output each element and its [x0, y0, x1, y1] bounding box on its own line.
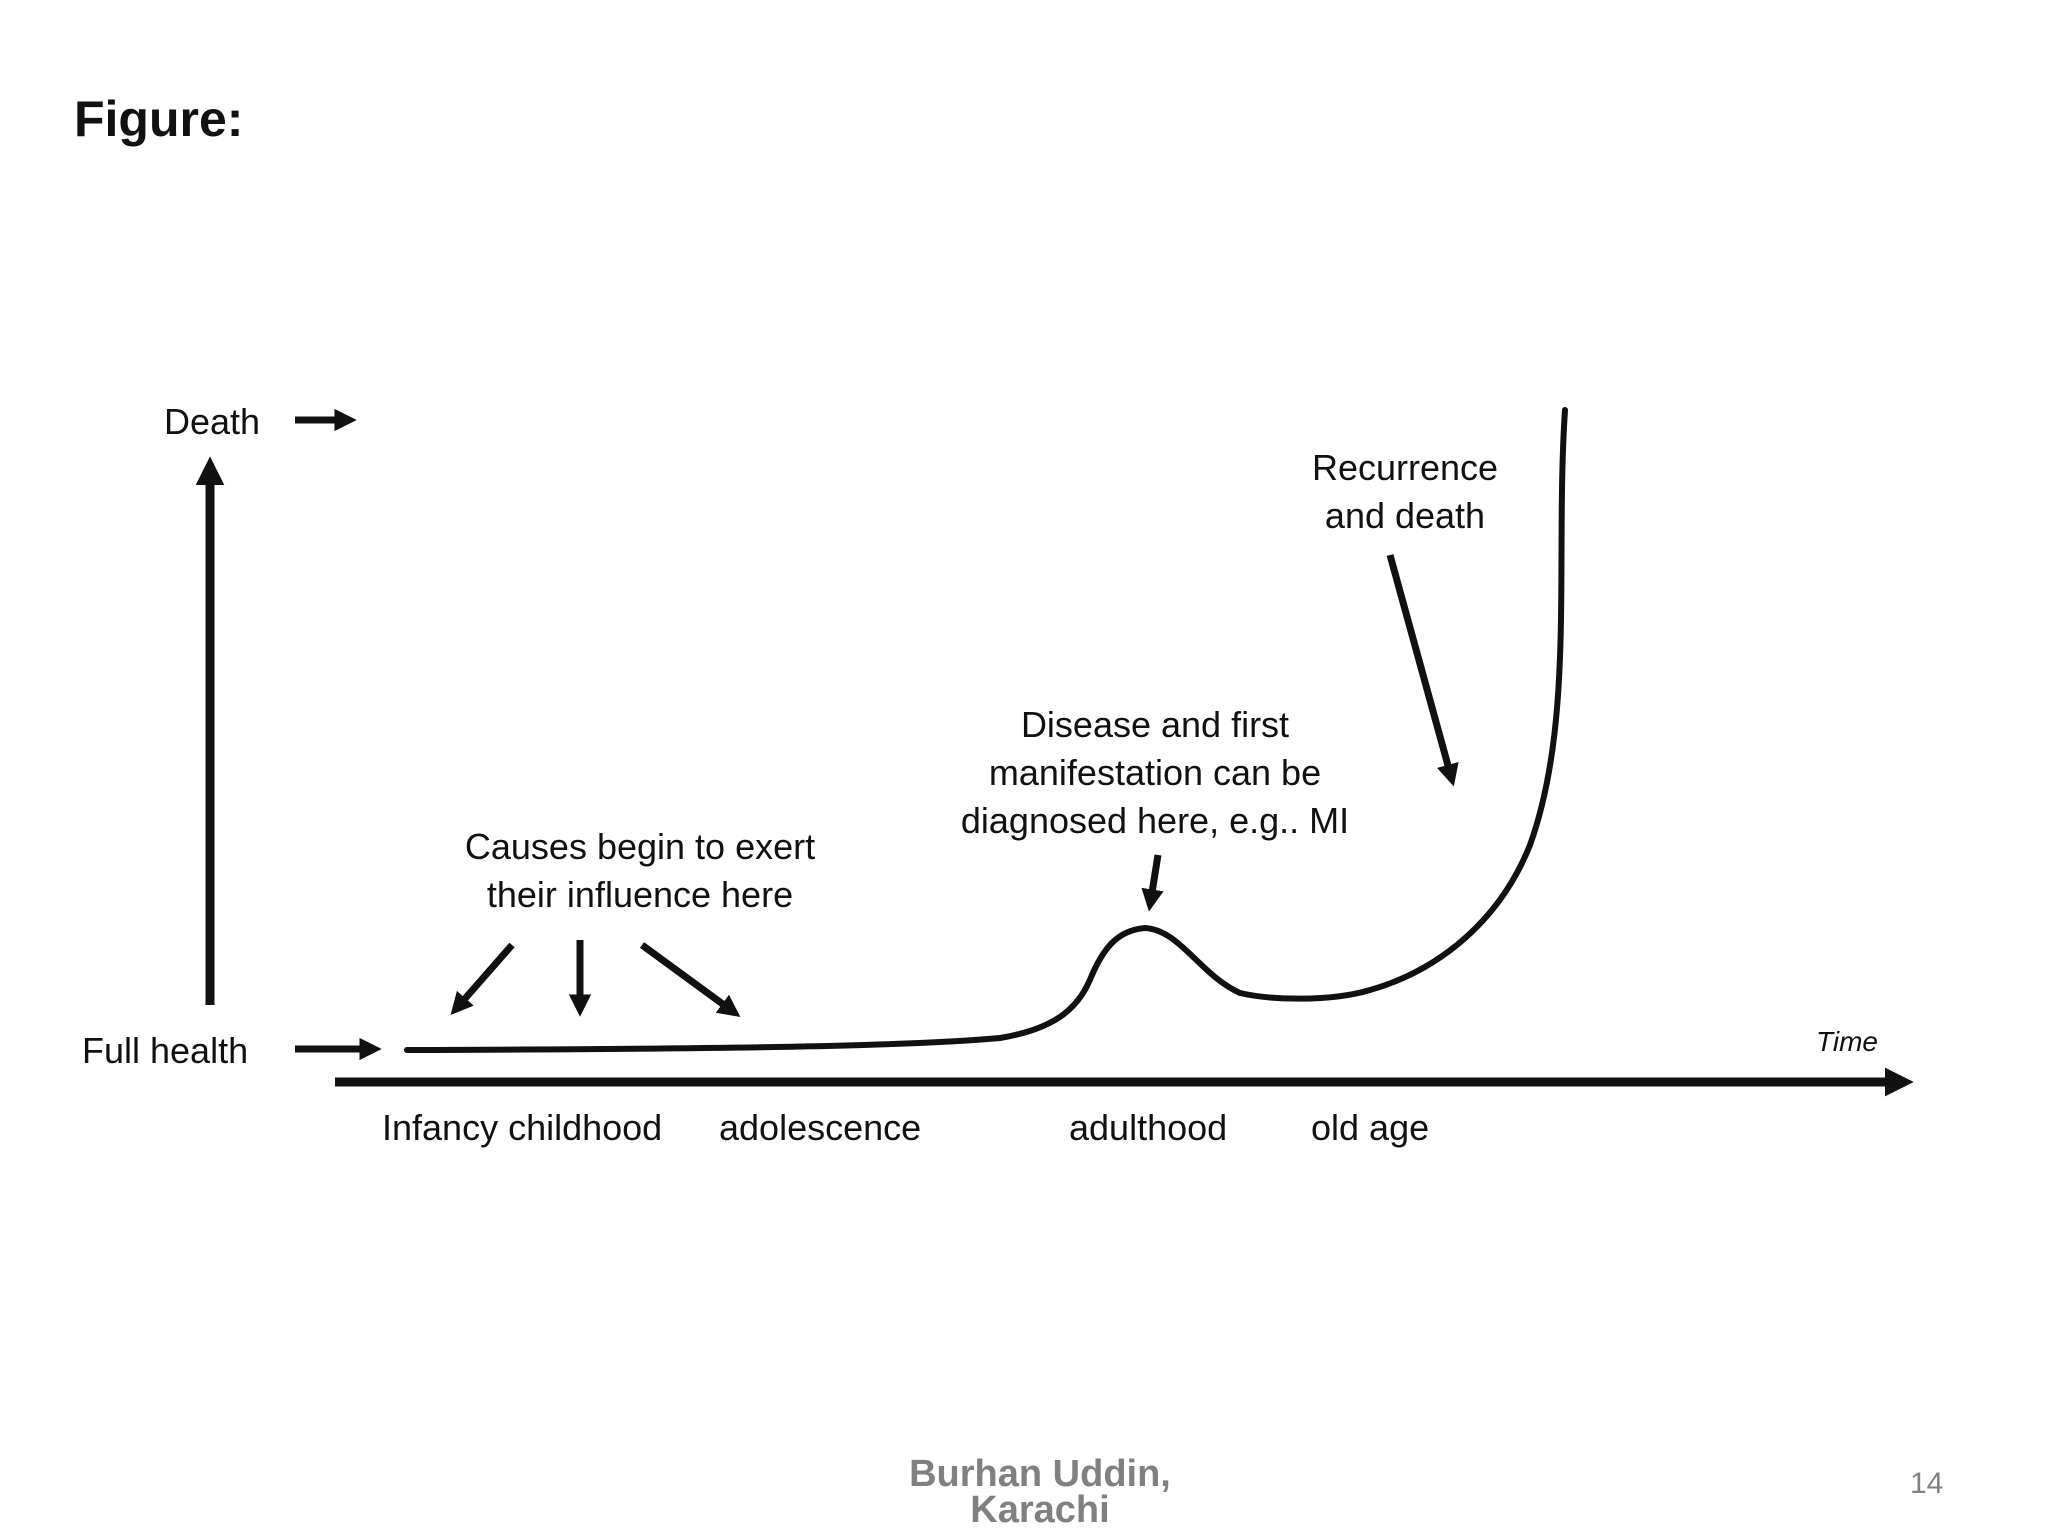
causes-arrow-left: [450, 942, 515, 1016]
recurrence-annotation: Recurrence and death: [1311, 447, 1499, 536]
page-number: 14: [1910, 1467, 1944, 1500]
stage-label-infancy-childhood: Infancy childhood: [382, 1107, 663, 1148]
footer-author: Burhan Uddin, Karachi: [909, 1453, 1171, 1531]
time-axis-label: Time: [1816, 1026, 1878, 1057]
causes-arrow-right: [639, 942, 741, 1017]
full-health-label: Full health: [82, 1030, 249, 1071]
stage-label-old-age: old age: [1311, 1107, 1430, 1148]
disease-arrow: [1141, 854, 1164, 912]
death-label: Death: [164, 401, 261, 442]
disease-course-curve: [404, 407, 1568, 1053]
slide-heading: Figure:: [74, 91, 244, 147]
stage-label-adulthood: adulthood: [1069, 1107, 1228, 1148]
disease-annotation: Disease and first manifestation can be d…: [960, 704, 1350, 841]
stage-label-adolescence: adolescence: [719, 1107, 922, 1148]
recurrence-arrow: [1386, 554, 1459, 787]
causes-annotation: Causes begin to exert their influence he…: [464, 826, 816, 915]
